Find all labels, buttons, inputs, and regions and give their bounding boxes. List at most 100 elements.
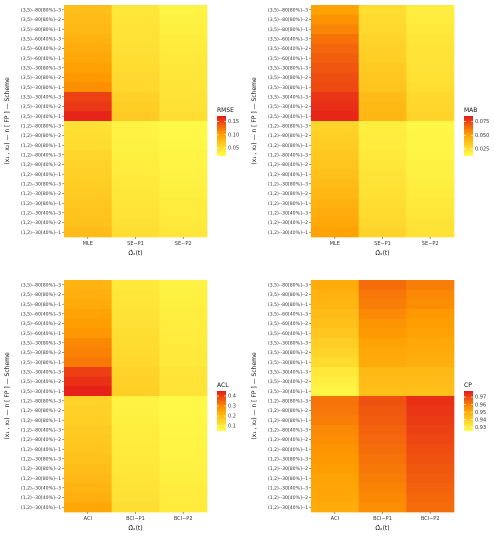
rmse-y-tick-label: (3,5)--30[40%]--2 [21, 104, 61, 110]
acl-heatmap-cell [159, 473, 208, 484]
rmse-y-tick-label: (3,5)--60[40%]--3 [21, 36, 61, 42]
mab-heatmap-cell [406, 43, 455, 54]
mab-x-tick-label: SE−P1 [374, 241, 391, 247]
mab-heatmap-cell [406, 227, 455, 238]
cp-heatmap-cell [311, 386, 360, 397]
cp-heatmap-cell [311, 502, 360, 513]
rmse-y-tick-label: (1,2)--80[80%]--3 [21, 123, 61, 129]
cp-heatmap-cell [311, 309, 360, 320]
rmse-heatmap-cell [159, 101, 208, 112]
cp-heatmap-cell [406, 415, 455, 426]
cp-heatmap-cell [406, 357, 455, 368]
cp-y-tick-label: (1,2)--30[80%]--1 [268, 476, 308, 482]
cp-heatmap-cell [311, 289, 360, 300]
mab-heatmap-cell [358, 121, 407, 132]
acl-heatmap-cell [64, 492, 113, 503]
mab-y-tick-label: (3,5)--30[40%]--1 [268, 114, 308, 120]
acl-heatmap-cell [159, 328, 208, 339]
cp-heatmap-cell [406, 396, 455, 407]
mab-x-axis-title: Ω̂ₓ(t) [375, 250, 389, 257]
acl-y-axis-title: (x₁ , x₂) — n [ FP ] — Scheme [4, 352, 11, 440]
acl-y-tick-label: (3,5)--30[80%]--2 [21, 350, 61, 356]
rmse-heatmap-cell [64, 169, 113, 180]
rmse-y-tick-label: (1,2)--30[80%]--2 [21, 191, 61, 197]
acl-heatmap-cell [111, 309, 160, 320]
rmse-heatmap-cell [64, 179, 113, 190]
acl-y-tick-label: (3,5)--60[40%]--1 [21, 331, 61, 337]
rmse-heatmap-cell [159, 227, 208, 238]
mab-heatmap-cell [406, 208, 455, 219]
cp-heatmap-cell [406, 347, 455, 358]
rmse-heatmap-cell [111, 130, 160, 141]
cp-y-tick-label: (1,2)--80[80%]--3 [268, 398, 308, 404]
acl-heatmap-cell [64, 367, 113, 378]
acl-x-tick-label: BCI−P2 [174, 516, 193, 522]
acl-y-tick-label: (1,2)--30[80%]--2 [21, 466, 61, 472]
acl-legend-tick-label: 0.3 [228, 404, 236, 410]
acl-heatmap-cell [159, 405, 208, 416]
acl-heatmap-cell [111, 318, 160, 329]
mab-y-tick-label: (3,5)--80[80%]--2 [268, 17, 308, 23]
cp-heatmap-cell [311, 367, 360, 378]
cp-heatmap-cell [358, 454, 407, 465]
cp-heatmap-cell [406, 376, 455, 387]
cp-y-axis-title: (x₁ , x₂) — n [ FP ] — Scheme [251, 352, 258, 440]
mab-heatmap-cell [311, 34, 360, 45]
cp-heatmap-cell [358, 299, 407, 310]
rmse-heatmap-cell [64, 130, 113, 141]
cp-y-tick-label: (3,5)--80[80%]--2 [268, 292, 308, 298]
cp-y-tick-label: (3,5)--30[80%]--1 [268, 360, 308, 366]
acl-heatmap-cell [111, 338, 160, 349]
cp-legend-title: CP [464, 382, 472, 389]
rmse-y-tick-label: (3,5)--30[80%]--1 [21, 85, 61, 91]
cp-heatmap-panel: (3,5)--80[80%]--3 (3,5)--80[80%]--2 (3,5)-… [251, 280, 486, 532]
mab-y-axis-title: (x₁ , x₂) — n [ FP ] — Scheme [251, 77, 258, 165]
rmse-heatmap-cell [64, 92, 113, 103]
acl-y-tick-label: (3,5)--80[80%]--3 [21, 282, 61, 288]
mab-heatmap-cell [358, 82, 407, 93]
cp-heatmap-cell [358, 434, 407, 445]
rmse-heatmap-cell [159, 217, 208, 228]
rmse-x-axis-title: Ω̂ₓ(t) [128, 250, 142, 257]
acl-heatmap-cell [64, 425, 113, 436]
rmse-y-tick-label: (1,2)--30[40%]--3 [21, 210, 61, 216]
acl-x-axis-title: Ω̂ₓ(t) [128, 525, 142, 532]
mab-heatmap-cell [406, 130, 455, 141]
rmse-heatmap-cell [159, 82, 208, 93]
mab-y-tick-label: (1,2)--80[40%]--1 [268, 172, 308, 178]
acl-heatmap-panel: (3,5)--80[80%]--3 (3,5)--80[80%]--2 (3,5)-… [4, 280, 236, 532]
rmse-heatmap-cell [159, 92, 208, 103]
rmse-heatmap-cell [159, 63, 208, 74]
mab-y-tick-label: (1,2)--30[40%]--1 [268, 230, 308, 236]
acl-heatmap-cell [159, 376, 208, 387]
acl-heatmap-cell [111, 454, 160, 465]
acl-heatmap-cell [159, 396, 208, 407]
cp-y-tick-label: (3,5)--30[80%]--3 [268, 340, 308, 346]
cp-heatmap-cell [358, 289, 407, 300]
rmse-heatmap-cell [111, 72, 160, 83]
cp-y-tick-label: (3,5)--30[40%]--2 [268, 379, 308, 385]
mab-y-tick-label: (3,5)--30[40%]--3 [268, 94, 308, 100]
rmse-heatmap-cell [159, 140, 208, 151]
mab-heatmap-cell [406, 198, 455, 209]
mab-heatmap-cell [311, 217, 360, 228]
acl-heatmap-cell [64, 347, 113, 358]
mab-y-tick-label: (3,5)--30[80%]--1 [268, 85, 308, 91]
cp-y-tick-label: (1,2)--30[40%]--2 [268, 495, 308, 501]
cp-y-tick-label: (3,5)--60[40%]--1 [268, 331, 308, 337]
cp-heatmap-cell [358, 357, 407, 368]
rmse-heatmap-cell [64, 227, 113, 238]
mab-y-tick-label: (1,2)--80[80%]--2 [268, 133, 308, 139]
acl-y-tick-label: (1,2)--80[80%]--1 [21, 418, 61, 424]
mab-heatmap-cell [311, 140, 360, 151]
acl-heatmap-cell [64, 405, 113, 416]
cp-heatmap-cell [311, 473, 360, 484]
mab-heatmap-cell [406, 188, 455, 199]
acl-heatmap-cell [159, 309, 208, 320]
rmse-y-tick-label: (3,5)--60[40%]--2 [21, 46, 61, 52]
rmse-heatmap-cell [159, 72, 208, 83]
cp-y-tick-label: (1,2)--80[80%]--2 [268, 408, 308, 414]
cp-legend-tick-label: 0.96 [475, 402, 486, 408]
acl-heatmap-cell [159, 280, 208, 291]
cp-heatmap-cell [358, 444, 407, 455]
